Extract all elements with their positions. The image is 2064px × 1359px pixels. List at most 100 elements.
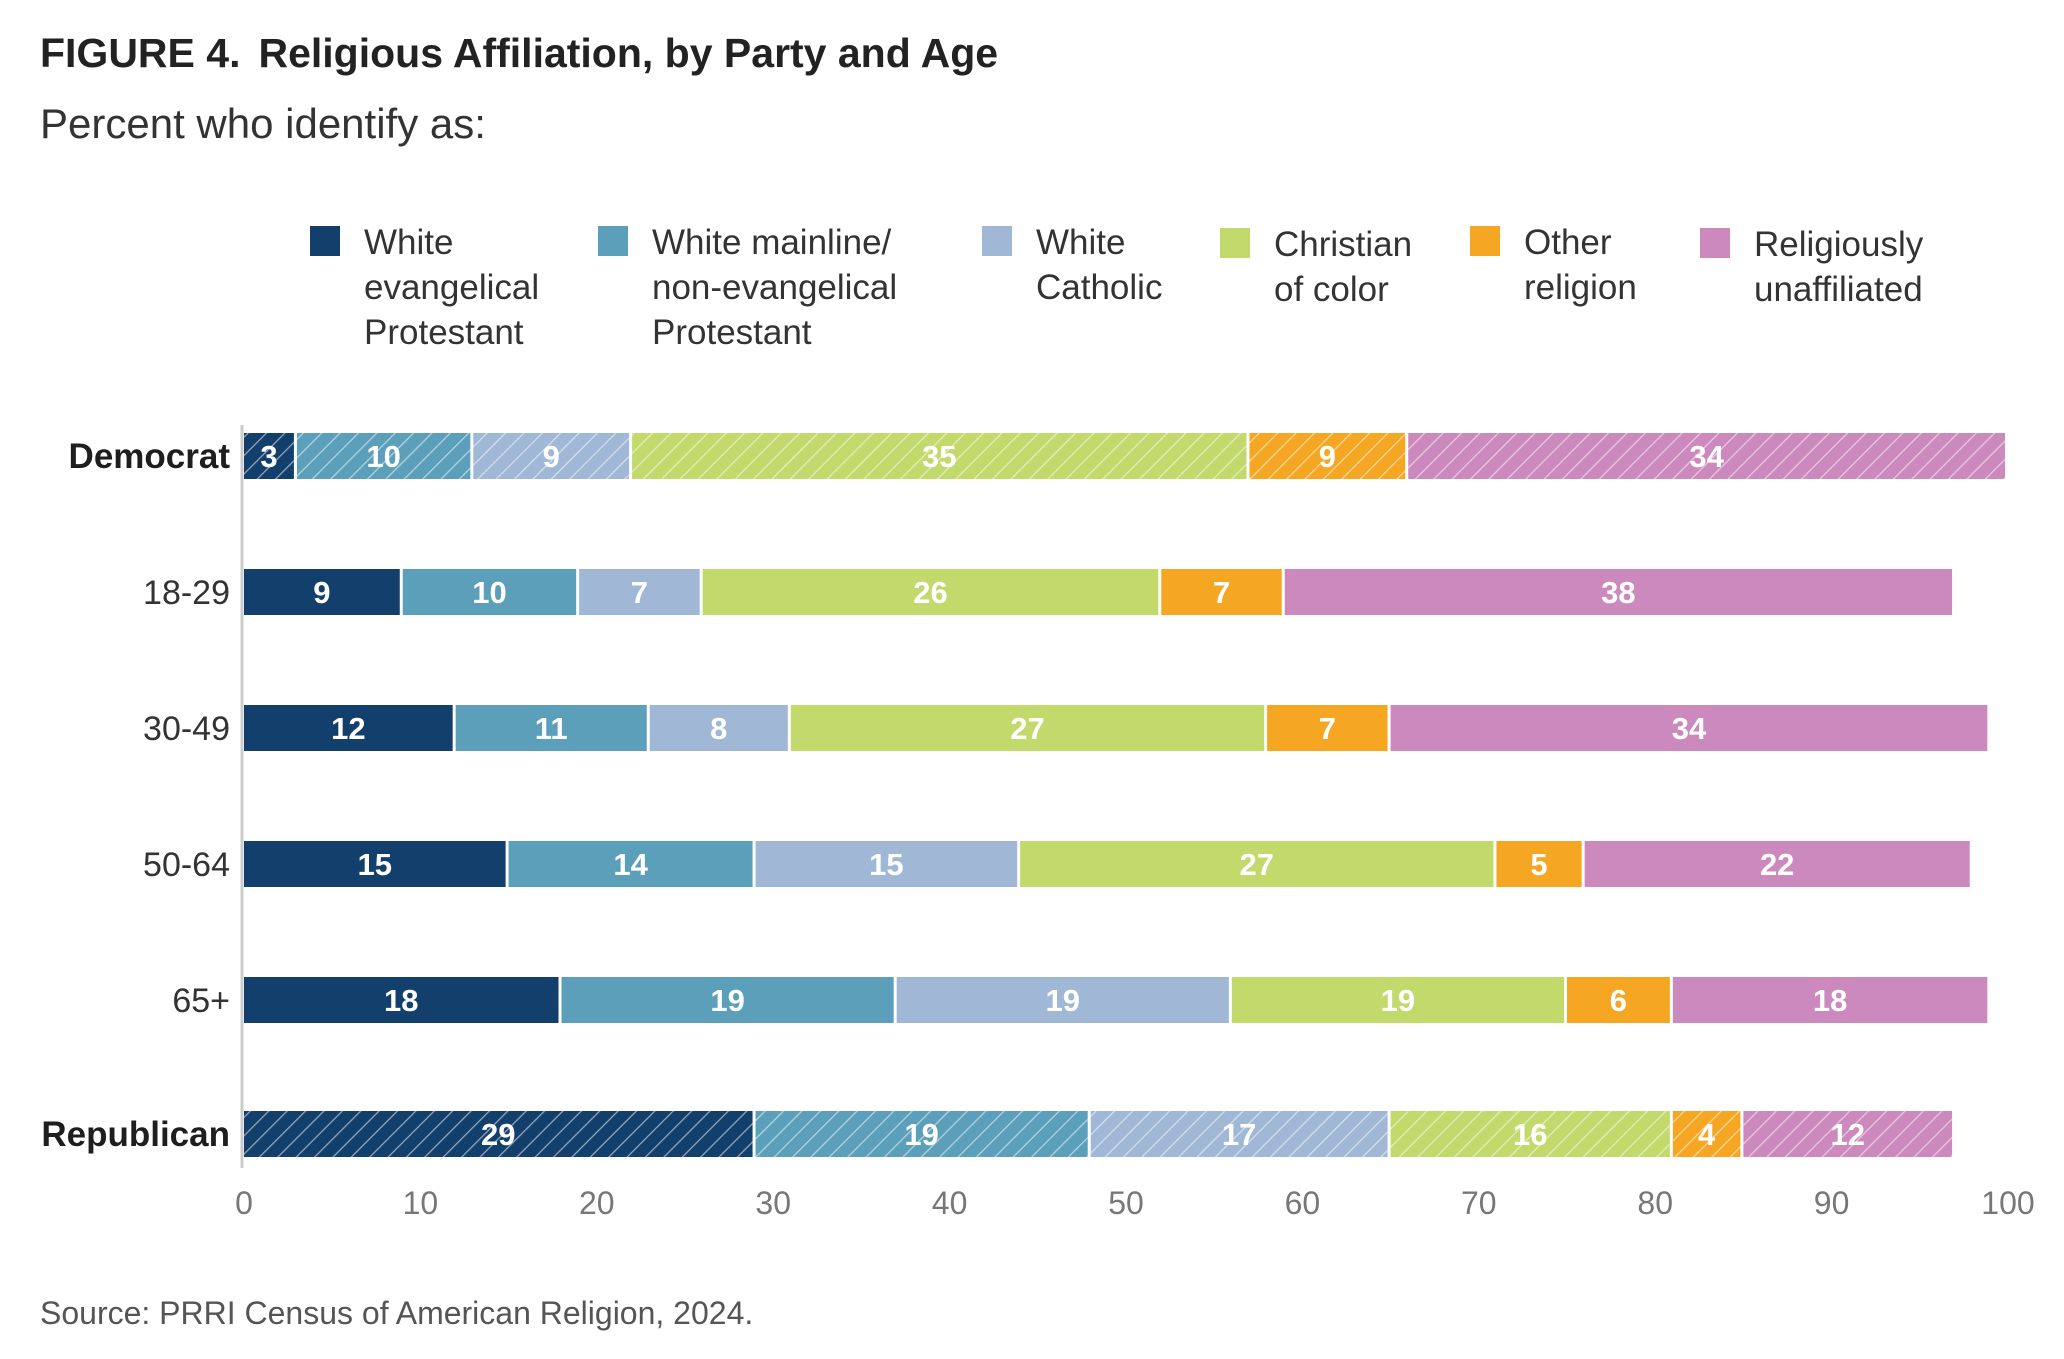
bar-segment-religiously-unaffiliated	[1284, 569, 1953, 615]
data-label: 15	[358, 847, 392, 882]
legend-label: Religiously unaffiliated	[1754, 225, 1924, 309]
legend-swatch	[310, 226, 340, 256]
bar-segment-white-catholic	[649, 705, 788, 751]
x-tick-label: 50	[1108, 1185, 1144, 1221]
x-tick-label: 70	[1461, 1185, 1497, 1221]
data-label: 10	[366, 439, 400, 474]
data-label: 9	[313, 575, 330, 610]
bar-segment-white-mainline-non-evangelical-protestant	[561, 977, 894, 1023]
data-label: 35	[922, 439, 956, 474]
bar-hatch-white-catholic	[473, 433, 630, 479]
data-label: 22	[1760, 847, 1794, 882]
legend-swatch	[598, 226, 628, 256]
data-label: 27	[1240, 847, 1274, 882]
bar-segment-christian-of-color	[1020, 841, 1494, 887]
legend-label: Christian of color	[1274, 225, 1413, 309]
bar-segment-white-mainline-non-evangelical-protestant	[402, 569, 577, 615]
category-label: 50-64	[143, 846, 230, 884]
data-label: 15	[869, 847, 903, 882]
x-tick-label: 10	[403, 1185, 439, 1221]
data-label: 4	[1698, 1117, 1716, 1152]
legend-item-white-mainline: White mainline/ non-evangelical Protesta…	[598, 220, 897, 355]
legend-item-white-catholic: White Catholic	[982, 220, 1162, 310]
bar-segment-religiously-unaffiliated	[1584, 841, 1970, 887]
bar-hatch-white-mainline-non-evangelical-protestant	[296, 433, 471, 479]
bar-segment-white-catholic	[755, 841, 1018, 887]
bar-hatch-christian-of-color	[632, 433, 1247, 479]
bar-segment-religiously-unaffiliated	[1672, 977, 1988, 1023]
category-label: 65+	[172, 982, 230, 1020]
data-label: 26	[913, 575, 947, 610]
bar-segment-white-evangelical-protestant	[244, 569, 400, 615]
legend-item-religiously-unaffiliated: Religiously unaffiliated	[1700, 222, 1923, 312]
bar-hatch-christian-of-color	[1390, 1111, 1670, 1157]
legend-swatch	[982, 226, 1012, 256]
bar-segment-other-religion	[1496, 841, 1582, 887]
legend-item-other-religion: Other religion	[1470, 220, 1637, 310]
chart-title: FIGURE 4. Religious Affiliation, by Party…	[40, 30, 998, 77]
bar-hatch-religiously-unaffiliated	[1408, 433, 2005, 479]
data-label: 5	[1530, 847, 1547, 882]
x-tick-label: 60	[1285, 1185, 1321, 1221]
bar-segment-other-religion	[1267, 705, 1388, 751]
source-note: Source: PRRI Census of American Religion…	[40, 1295, 754, 1331]
data-label: 38	[1601, 575, 1635, 610]
data-label: 7	[631, 575, 648, 610]
x-tick-label: 90	[1814, 1185, 1850, 1221]
data-label: 18	[384, 983, 418, 1018]
legend-swatch	[1700, 228, 1730, 258]
data-label: 7	[1319, 711, 1336, 746]
figure-title: Religious Affiliation, by Party and Age	[258, 30, 999, 76]
data-label: 9	[543, 439, 560, 474]
data-label: 3	[260, 439, 277, 474]
data-label: 7	[1213, 575, 1230, 610]
data-label: 19	[1381, 983, 1415, 1018]
category-label: 30-49	[143, 710, 230, 748]
legend-item-christian-of-color: Christian of color	[1220, 222, 1412, 312]
bar-segment-white-mainline-non-evangelical-protestant	[508, 841, 753, 887]
legend-label: Other religion	[1524, 223, 1637, 307]
x-tick-label: 20	[579, 1185, 615, 1221]
data-label: 6	[1610, 983, 1627, 1018]
bar-segment-christian-of-color	[702, 569, 1159, 615]
legend-swatch	[1220, 228, 1250, 258]
data-label: 19	[710, 983, 744, 1018]
data-label: 8	[710, 711, 727, 746]
chart-subtitle: Percent who identify as:	[40, 100, 486, 147]
category-label: Republican	[41, 1115, 230, 1154]
bar-segment-other-religion	[1161, 569, 1282, 615]
data-label: 10	[472, 575, 506, 610]
bar-hatch-white-mainline-non-evangelical-protestant	[755, 1111, 1088, 1157]
bar-segment-religiously-unaffiliated	[1390, 705, 1988, 751]
bar-hatch-white-catholic	[1090, 1111, 1388, 1157]
bar-segment-white-evangelical-protestant	[244, 705, 453, 751]
x-tick-label: 80	[1637, 1185, 1673, 1221]
x-tick-label: 40	[932, 1185, 968, 1221]
bar-segment-christian-of-color	[790, 705, 1265, 751]
data-label: 27	[1010, 711, 1044, 746]
data-label: 18	[1813, 983, 1847, 1018]
bar-hatch-white-evangelical-protestant	[244, 1111, 753, 1157]
bar-segment-white-catholic	[579, 569, 700, 615]
category-label: 18-29	[143, 574, 230, 612]
bar-hatch-religiously-unaffiliated	[1743, 1111, 1953, 1157]
x-tick-label: 30	[755, 1185, 791, 1221]
data-label: 34	[1672, 711, 1707, 746]
data-label: 34	[1689, 439, 1724, 474]
data-label: 29	[481, 1117, 515, 1152]
bar-segment-christian-of-color	[1231, 977, 1564, 1023]
x-tick-label: 100	[1981, 1185, 2034, 1221]
legend-label: White evangelical Protestant	[364, 223, 540, 352]
legend-swatch	[1470, 226, 1500, 256]
data-label: 12	[331, 711, 365, 746]
data-label: 14	[613, 847, 648, 882]
legend-item-white-evangelical: White evangelical Protestant	[310, 220, 539, 355]
bar-hatch-other-religion	[1249, 433, 1406, 479]
bar-segment-white-mainline-non-evangelical-protestant	[455, 705, 647, 751]
legend-label: White Catholic	[1036, 223, 1163, 307]
data-label: 16	[1513, 1117, 1547, 1152]
figure-number: FIGURE 4.	[40, 30, 241, 76]
legend-label: White mainline/ non-evangelical Protesta…	[652, 223, 898, 352]
bar-segment-white-catholic	[896, 977, 1229, 1023]
x-tick-label: 0	[235, 1185, 253, 1221]
